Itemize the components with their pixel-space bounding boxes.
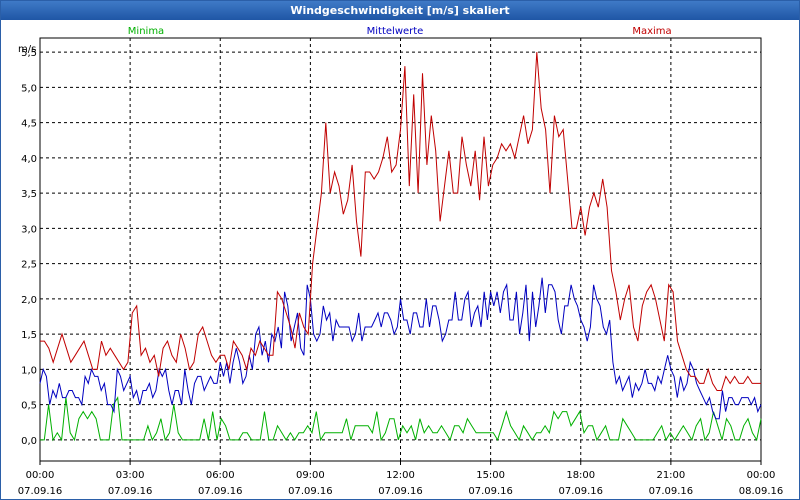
series-line-minima — [40, 396, 762, 442]
x-tick-date: 07.09.16 — [558, 486, 603, 497]
x-tick-time: 00:00 — [26, 470, 55, 481]
x-tick-date: 08.09.16 — [739, 486, 784, 497]
x-tick-date: 07.09.16 — [288, 486, 333, 497]
x-tick-date: 07.09.16 — [468, 486, 513, 497]
y-tick-label: 4,5 — [21, 119, 37, 130]
x-tick-time: 00:00 — [747, 470, 776, 481]
legend-minima: Minima — [128, 26, 164, 37]
y-axis-label: m/s — [18, 44, 36, 55]
x-tick-time: 09:00 — [296, 470, 325, 481]
window-title: Windgeschwindigkeit [m/s] skaliert — [1, 1, 799, 20]
y-tick-label: 2,5 — [21, 260, 37, 271]
series-line-mittelwerte — [39, 277, 762, 420]
x-tick-time: 15:00 — [476, 470, 505, 481]
x-tick-time: 21:00 — [656, 470, 685, 481]
x-axis-ticks: 00:00 07.09.16 03:00 07.09.16 06:00 07.09.16 0… — [18, 461, 784, 497]
legend-maxima: Maxima — [632, 26, 671, 37]
y-tick-label: 0,5 — [21, 401, 37, 412]
x-tick-date: 07.09.16 — [18, 486, 63, 497]
y-tick-label: 0,0 — [21, 436, 37, 447]
y-tick-label: 5,0 — [21, 83, 37, 94]
series-line-maxima — [40, 52, 761, 391]
y-tick-label: 4,0 — [21, 154, 37, 165]
x-tick-time: 18:00 — [566, 470, 595, 481]
y-tick-label: 3,0 — [21, 224, 37, 235]
x-tick-time: 03:00 — [116, 470, 145, 481]
grid-lines — [40, 38, 761, 461]
x-tick-time: 06:00 — [206, 470, 235, 481]
x-tick-date: 07.09.16 — [649, 486, 694, 497]
y-tick-label: 2,0 — [21, 295, 37, 306]
y-tick-label: 1,5 — [21, 330, 37, 341]
legend: Minima Mittelwerte Maxima — [128, 26, 672, 37]
x-tick-date: 07.09.16 — [378, 486, 423, 497]
x-tick-date: 07.09.16 — [198, 486, 243, 497]
y-tick-label: 5,5 — [21, 48, 37, 59]
series-lines — [39, 52, 762, 442]
x-tick-date: 07.09.16 — [108, 486, 153, 497]
x-tick-time: 12:00 — [386, 470, 415, 481]
y-tick-label: 1,0 — [21, 365, 37, 376]
y-axis-ticks: 0,0 0,5 1,0 1,5 2,0 2,5 3,0 3,5 4,0 4,5 5,0 5,5 — [21, 48, 37, 447]
y-tick-label: 3,5 — [21, 189, 37, 200]
legend-mittelwerte: Mittelwerte — [367, 26, 424, 37]
